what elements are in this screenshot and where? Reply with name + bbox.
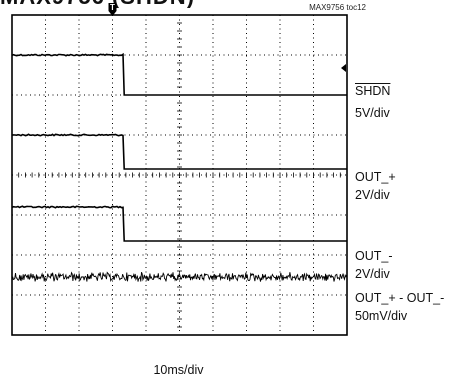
out-plus-label: OUT_+ — [355, 170, 396, 184]
trigger-marker-icon — [108, 3, 117, 16]
out-minus-scale: 2V/div — [355, 267, 390, 281]
trigger-level-icon — [341, 64, 346, 72]
markers: T — [108, 3, 346, 72]
trace-2 — [11, 205, 347, 242]
trace-3 — [11, 271, 348, 283]
trace-1 — [11, 133, 347, 170]
trigger-marker-label: T — [110, 3, 115, 12]
figure-id: MAX9756 toc12 — [309, 3, 366, 12]
diff-scale: 50mV/div — [355, 309, 408, 323]
time-scale-label: 10ms/div — [153, 363, 204, 377]
diff-label: OUT_+ - OUT_- — [355, 291, 445, 305]
out-minus-label: OUT_- — [355, 249, 393, 263]
shdn-scale: 5V/div — [355, 106, 390, 120]
out-plus-scale: 2V/div — [355, 188, 390, 202]
shdn-label: SHDN — [355, 84, 391, 98]
traces — [11, 52, 348, 283]
grid — [11, 14, 348, 336]
trace-0 — [11, 52, 347, 96]
figure-title-cut: MAX9756 (SHDN) — [0, 0, 360, 8]
